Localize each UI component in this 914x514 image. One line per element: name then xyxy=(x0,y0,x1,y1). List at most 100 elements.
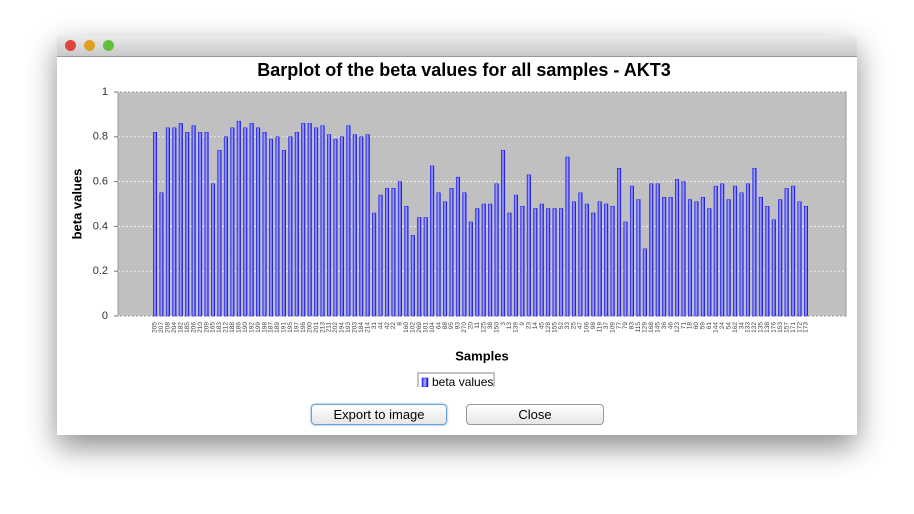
x-tick-label: 38 xyxy=(487,322,494,330)
x-tick-label: 54 xyxy=(725,322,732,330)
bar xyxy=(436,192,441,317)
bar xyxy=(610,206,615,317)
export-button[interactable]: Export to image xyxy=(311,404,447,425)
x-tick-label: 182 xyxy=(178,322,185,333)
x-tick-label: 101 xyxy=(422,322,429,333)
zoom-dot[interactable] xyxy=(103,40,114,51)
x-tick-label: 60 xyxy=(693,322,700,330)
bar xyxy=(417,217,422,317)
bar xyxy=(339,136,344,317)
x-tick-label: 207 xyxy=(158,322,165,333)
x-tick-label: 45 xyxy=(538,322,545,330)
close-dot[interactable] xyxy=(65,40,76,51)
x-tick-label: 197 xyxy=(294,322,301,333)
x-tick-label: 145 xyxy=(654,322,661,333)
x-tick-label: 18 xyxy=(687,322,694,330)
title-bar xyxy=(57,35,857,57)
bar xyxy=(739,192,744,317)
bar xyxy=(410,235,415,317)
x-tick-label: 201 xyxy=(313,322,320,333)
x-tick-label: 192 xyxy=(248,322,255,333)
bar xyxy=(513,194,518,317)
x-tick-label: 83 xyxy=(629,322,636,330)
bar xyxy=(501,150,506,317)
bar xyxy=(758,197,763,317)
bar xyxy=(649,183,654,317)
x-tick-label: 186 xyxy=(236,322,243,333)
legend-label: beta values xyxy=(432,375,493,387)
bar xyxy=(443,201,448,317)
x-tick-label: 59 xyxy=(700,322,707,330)
bar xyxy=(314,127,319,317)
x-tick-label: 88 xyxy=(442,322,449,330)
bar xyxy=(694,201,699,317)
bar xyxy=(636,199,641,317)
bar xyxy=(397,181,402,317)
bar xyxy=(449,188,454,317)
bar xyxy=(778,199,783,317)
x-tick-label: 14 xyxy=(532,322,539,330)
bar xyxy=(404,206,409,317)
bar xyxy=(468,221,473,317)
close-button[interactable]: Close xyxy=(466,404,604,425)
x-tick-label: 155 xyxy=(551,322,558,333)
x-tick-label: 165 xyxy=(210,322,217,333)
bar xyxy=(623,221,628,317)
bar xyxy=(430,165,435,317)
bar xyxy=(327,134,332,317)
bar xyxy=(675,179,680,317)
bar xyxy=(152,132,157,317)
bar xyxy=(539,203,544,317)
bar xyxy=(700,197,705,317)
bar xyxy=(288,136,293,317)
x-tick-label: 184 xyxy=(358,322,365,333)
x-tick-label: 34 xyxy=(738,322,745,330)
bar xyxy=(475,208,480,317)
x-tick-label: 106 xyxy=(584,322,591,333)
bar xyxy=(281,150,286,317)
bar xyxy=(262,132,267,317)
x-tick-label: 199 xyxy=(255,322,262,333)
bar xyxy=(307,123,312,317)
x-tick-label: 95 xyxy=(448,322,455,330)
x-tick-label: 193 xyxy=(345,322,352,333)
x-tick-label: 22 xyxy=(390,322,397,330)
bar xyxy=(223,136,228,317)
x-tick-label: 31 xyxy=(371,322,378,330)
x-tick-label: 79 xyxy=(622,322,629,330)
x-tick-label: 20 xyxy=(468,322,475,330)
bar xyxy=(462,192,467,317)
y-tick-label: 0 xyxy=(102,310,108,322)
y-tick-label: 0.2 xyxy=(93,265,108,277)
bar xyxy=(520,206,525,317)
bar xyxy=(752,167,757,317)
bar xyxy=(172,127,177,317)
x-tick-label: 139 xyxy=(513,322,520,333)
bar xyxy=(733,185,738,317)
minimize-dot[interactable] xyxy=(84,40,95,51)
x-tick-label: 210 xyxy=(197,322,204,333)
bar xyxy=(391,188,396,317)
bar xyxy=(597,201,602,317)
bar xyxy=(771,219,776,317)
x-tick-label: 211 xyxy=(326,322,333,333)
x-tick-label: 214 xyxy=(364,322,371,333)
bar xyxy=(165,127,170,317)
bar xyxy=(591,212,596,317)
x-tick-label: 52 xyxy=(558,322,565,330)
x-tick-label: 144 xyxy=(712,322,719,333)
x-tick-label: 153 xyxy=(777,322,784,333)
x-tick-label: 47 xyxy=(577,322,584,330)
bar xyxy=(249,123,254,317)
x-tick-label: 102 xyxy=(410,322,417,333)
bar xyxy=(584,203,589,317)
bar xyxy=(494,183,499,317)
x-tick-label: 171 xyxy=(790,322,797,333)
x-tick-label: 109 xyxy=(609,322,616,333)
x-tick-label: 129 xyxy=(642,322,649,333)
bar xyxy=(559,208,564,317)
x-tick-label: 93 xyxy=(455,322,462,330)
x-tick-label: 213 xyxy=(319,322,326,333)
x-tick-label: 196 xyxy=(300,322,307,333)
bar xyxy=(526,174,531,317)
